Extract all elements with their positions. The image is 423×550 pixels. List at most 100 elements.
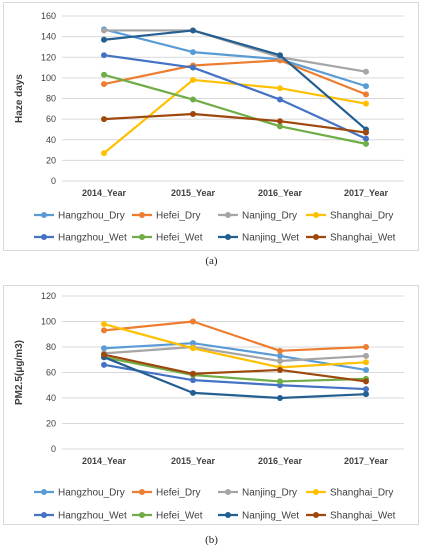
chartb-series-line-Hangzhou_Dry (103, 342, 367, 372)
chartb-legend-marker-Hefei_Wet (139, 512, 145, 518)
chartb-y-tick-label: 0 (51, 444, 56, 454)
charta-data-point-Shanghai_Wet (277, 118, 283, 125)
charta-legend-marker-Hangzhou_Wet (41, 234, 47, 240)
charta-data-point-Hangzhou_Wet (190, 64, 196, 71)
charta-data-point-Hefei_Wet (101, 71, 107, 78)
chartb-x-tick-label: 2015_Year (171, 456, 216, 466)
chartb-data-point-Hangzhou_Wet (101, 361, 107, 368)
chartb-series-line-Nanjing_Dry (103, 345, 367, 363)
chartb-legend-label-Hefei_Wet: Hefei_Wet (156, 511, 203, 522)
chartb-legend-marker-Hefei_Dry (139, 489, 145, 495)
chartb-data-point-Nanjing_Wet (190, 389, 196, 396)
charta-data-point-Shanghai_Wet (363, 129, 369, 136)
chartb-legend-label-Shanghai_Dry: Shanghai_Dry (330, 488, 393, 499)
chartb-legend-label-Shanghai_Wet: Shanghai_Wet (330, 511, 396, 522)
charta-y-tick-label: 60 (46, 114, 56, 124)
chartb-data-point-Hangzhou_Dry (101, 345, 107, 352)
charta-legend-marker-Hefei_Dry (139, 212, 145, 218)
charta-legend-label-Nanjing_Wet: Nanjing_Wet (242, 233, 299, 244)
chartb-data-point-Shanghai_Dry (363, 359, 369, 366)
charta-data-point-Hangzhou_Dry (190, 49, 196, 56)
chartb-data-point-Nanjing_Dry (277, 358, 283, 365)
charta-legend-label-Hangzhou_Wet: Hangzhou_Wet (58, 233, 127, 244)
caption-b: (b) (205, 534, 218, 546)
charta-x-tick-label: 2014_Year (82, 188, 127, 198)
charta-data-point-Hefei_Wet (190, 96, 196, 103)
chartb-series-line-Hangzhou_Wet (103, 363, 367, 391)
chartb-data-point-Hefei_Dry (277, 347, 283, 354)
chartb-data-point-Hefei_Wet (277, 378, 283, 385)
charta-data-point-Shanghai_Wet (190, 110, 196, 117)
charta-data-point-Shanghai_Wet (101, 116, 107, 123)
charta-legend-marker-Nanjing_Dry (225, 212, 231, 218)
chartb-series-line-Hefei_Wet (103, 356, 367, 383)
charta-legend-label-Shanghai_Dry: Shanghai_Dry (330, 211, 393, 222)
chartb-x-tick-label: 2014_Year (82, 456, 127, 466)
charta-legend-marker-Shanghai_Wet (313, 234, 319, 240)
chartb-data-point-Hangzhou_Dry (363, 366, 369, 373)
charta-y-tick-label: 80 (46, 94, 56, 104)
chartb-legend-label-Hangzhou_Wet: Hangzhou_Wet (58, 511, 127, 522)
charta-legend-label-Shanghai_Wet: Shanghai_Wet (330, 233, 396, 244)
chartb-data-point-Hangzhou_Wet (363, 386, 369, 393)
chartb-y-axis-label: PM2.5(μg/m3) (14, 340, 25, 405)
chartb-series-line-Nanjing_Wet (103, 356, 367, 400)
chartb-data-point-Hangzhou_Dry (277, 352, 283, 359)
chartb-data-point-Shanghai_Wet (277, 366, 283, 373)
charta-legend-marker-Nanjing_Wet (225, 234, 231, 240)
charta-data-point-Hefei_Dry (363, 91, 369, 98)
charta-y-tick-label: 140 (41, 32, 56, 42)
chartb-data-point-Shanghai_Wet (190, 370, 196, 377)
charta-legend-label-Hangzhou_Dry: Hangzhou_Dry (58, 211, 125, 222)
chartb-data-point-Hefei_Dry (363, 344, 369, 350)
charta-legend-marker-Hangzhou_Dry (41, 212, 47, 218)
chartb-legend-marker-Shanghai_Wet (313, 512, 319, 518)
charta-legend-marker-Hefei_Wet (139, 234, 145, 240)
chartb-legend-label-Nanjing_Wet: Nanjing_Wet (242, 511, 299, 522)
charta-y-tick-label: 160 (41, 11, 56, 21)
chartb-data-point-Hefei_Dry (190, 318, 196, 325)
haze-days-line-chart: 0 20 40 60 80 100 120 140 160 2014_Year 2015_Year 2… (14, 11, 404, 244)
chartb-legend-label-Nanjing_Dry: Nanjing_Dry (242, 488, 297, 499)
charta-x-tick-label: 2016_Year (258, 188, 303, 198)
charta-x-tick-label: 2017_Year (344, 188, 389, 198)
charta-data-point-Hefei_Wet (277, 123, 283, 130)
charta-series-line-Nanjing_Wet (103, 29, 367, 131)
chartb-y-tick-label: 100 (41, 317, 56, 327)
charta-legend-label-Hefei_Dry: Hefei_Dry (156, 211, 200, 222)
charta-series-line-Hangzhou_Dry (103, 28, 367, 88)
caption-a: (a) (205, 255, 218, 267)
charta-x-tick-label: 2015_Year (171, 188, 216, 198)
charta-series-line-Hefei_Dry (103, 59, 367, 96)
charta-legend-label-Hefei_Wet: Hefei_Wet (156, 233, 203, 244)
charta-data-point-Nanjing_Wet (190, 27, 196, 34)
charta-y-tick-label: 20 (46, 155, 56, 165)
charta-data-point-Nanjing_Wet (277, 52, 283, 59)
chartb-y-tick-label: 80 (46, 342, 56, 352)
charta-y-axis-label: Haze days (14, 74, 25, 123)
charta-data-point-Hefei_Wet (363, 140, 369, 147)
charta-y-tick-label: 120 (41, 52, 56, 62)
chart-panel-haze-days: 0 20 40 60 80 100 120 140 160 2014_Year 2015_Year 2… (3, 2, 419, 251)
chartb-legend-marker-Hangzhou_Wet (41, 512, 47, 518)
chartb-data-point-Shanghai_Dry (101, 321, 107, 328)
charta-y-tick-label: 0 (51, 176, 56, 186)
chartb-x-tick-label: 2016_Year (258, 456, 303, 466)
chartb-legend-marker-Shanghai_Dry (313, 489, 319, 495)
chartb-y-tick-label: 20 (46, 419, 56, 429)
charta-legend-label-Nanjing_Dry: Nanjing_Dry (242, 211, 297, 222)
charta-data-point-Nanjing_Wet (101, 36, 107, 43)
chartb-data-point-Shanghai_Wet (101, 351, 107, 358)
charta-data-point-Nanjing_Dry (363, 68, 369, 75)
chartb-legend-marker-Nanjing_Wet (225, 512, 231, 518)
charta-series-line-Hangzhou_Wet (103, 54, 367, 140)
charta-data-point-Hangzhou_Dry (363, 83, 369, 90)
chartb-data-point-Hangzhou_Wet (190, 377, 196, 384)
charta-y-tick-label: 40 (46, 135, 56, 145)
chartb-data-point-Nanjing_Wet (363, 391, 369, 398)
chartb-y-tick-label: 120 (41, 291, 56, 301)
chartb-data-point-Nanjing_Wet (277, 395, 283, 401)
charta-data-point-Shanghai_Dry (190, 76, 196, 83)
charta-data-point-Shanghai_Dry (363, 100, 369, 107)
charta-data-point-Hangzhou_Wet (277, 96, 283, 103)
